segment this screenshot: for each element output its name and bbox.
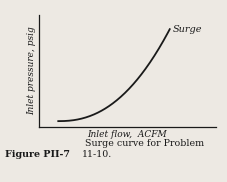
Text: Surge: Surge: [173, 25, 202, 34]
X-axis label: Inlet flow,  ACFM: Inlet flow, ACFM: [87, 130, 167, 139]
Y-axis label: Inlet pressure, psig: Inlet pressure, psig: [27, 27, 36, 115]
Text: Figure PII-7: Figure PII-7: [5, 150, 69, 159]
Text: Surge curve for Problem
11-10.: Surge curve for Problem 11-10.: [82, 139, 204, 159]
